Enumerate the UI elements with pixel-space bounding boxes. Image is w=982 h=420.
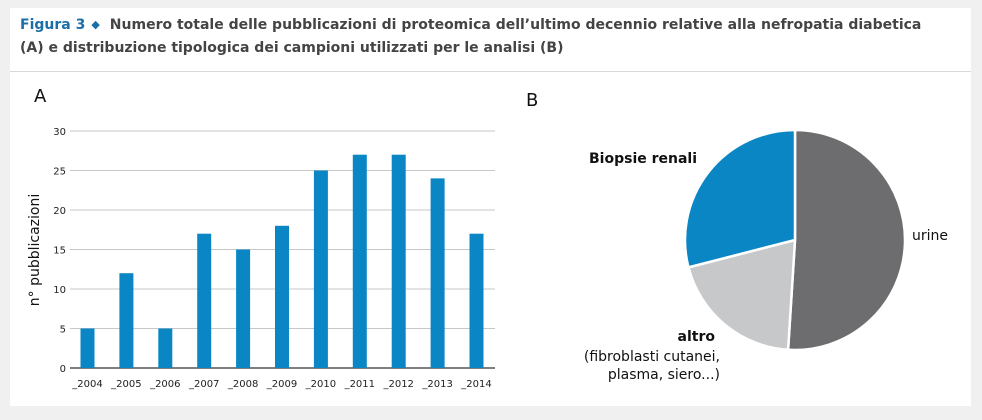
- x-tick-label: _2011: [344, 379, 375, 390]
- caption-divider: [10, 71, 971, 72]
- y-tick-label: 30: [53, 127, 66, 138]
- x-tick-label: _2013: [421, 379, 452, 390]
- bar: [430, 178, 445, 368]
- pie-slice-biopsie: [683, 128, 797, 269]
- caption-line-1: Numero totale delle pubblicazioni di pro…: [109, 17, 922, 33]
- bar: [352, 154, 367, 368]
- bar: [313, 170, 328, 368]
- bar: [391, 154, 406, 368]
- caption-line-2: (A) e distribuzione tipologica dei campi…: [20, 40, 564, 56]
- x-tick-label: _2010: [305, 379, 336, 390]
- pie-label-urine: urine: [912, 228, 948, 244]
- pie-slice-altro: [687, 238, 797, 352]
- x-tick-label: _2005: [110, 379, 141, 390]
- x-tick-label: _2009: [266, 379, 297, 390]
- pie-chart: urine Biopsie renali altro (fibroblasti …: [584, 128, 948, 383]
- panel-letter-b: B: [526, 90, 539, 111]
- pie-note-line-2: plasma, siero...): [608, 367, 720, 383]
- y-axis-label: n° pubblicazioni: [27, 194, 43, 306]
- pie-label-biopsie: Biopsie renali: [589, 151, 697, 167]
- charts-canvas: 0 5 10 15 20 25 30 _2004 _2005 _2006 _2007 _2008 _2…: [27, 127, 948, 390]
- bar: [236, 249, 251, 368]
- diamond-icon: ◆: [91, 18, 100, 31]
- y-tick-label: 5: [60, 325, 66, 336]
- figure-card: Figura 3 ◆ Numero totale delle pubblicazio…: [10, 8, 971, 406]
- figure-caption: Figura 3 ◆ Numero totale delle pubblicazio…: [20, 14, 960, 59]
- panel-letter-a: A: [34, 86, 47, 107]
- bar: [80, 328, 95, 368]
- x-tick-label: _2007: [188, 379, 219, 390]
- x-tick-label: _2008: [227, 379, 258, 390]
- x-tick-label: _2004: [71, 379, 102, 390]
- bar: [469, 233, 484, 368]
- figure-label: Figura 3: [20, 17, 86, 33]
- x-tick-label: _2014: [460, 379, 491, 390]
- pie-slice-urine: [786, 128, 907, 352]
- x-tick-label: _2006: [149, 379, 180, 390]
- bar-chart: 0 5 10 15 20 25 30 _2004 _2005 _2006 _2007 _2008 _2…: [27, 127, 495, 390]
- y-tick-label: 20: [53, 206, 66, 217]
- pie-label-altro: altro: [678, 329, 716, 345]
- y-tick-label: 10: [53, 285, 66, 296]
- x-tick-label: _2012: [382, 379, 413, 390]
- y-tick-label: 25: [53, 167, 66, 178]
- y-tick-label: 0: [60, 364, 66, 375]
- bar: [119, 273, 134, 368]
- y-tick-label: 15: [53, 246, 66, 257]
- pie-note-line-1: (fibroblasti cutanei,: [584, 349, 720, 365]
- bar: [158, 328, 173, 368]
- bar: [197, 233, 212, 368]
- bar: [275, 225, 289, 368]
